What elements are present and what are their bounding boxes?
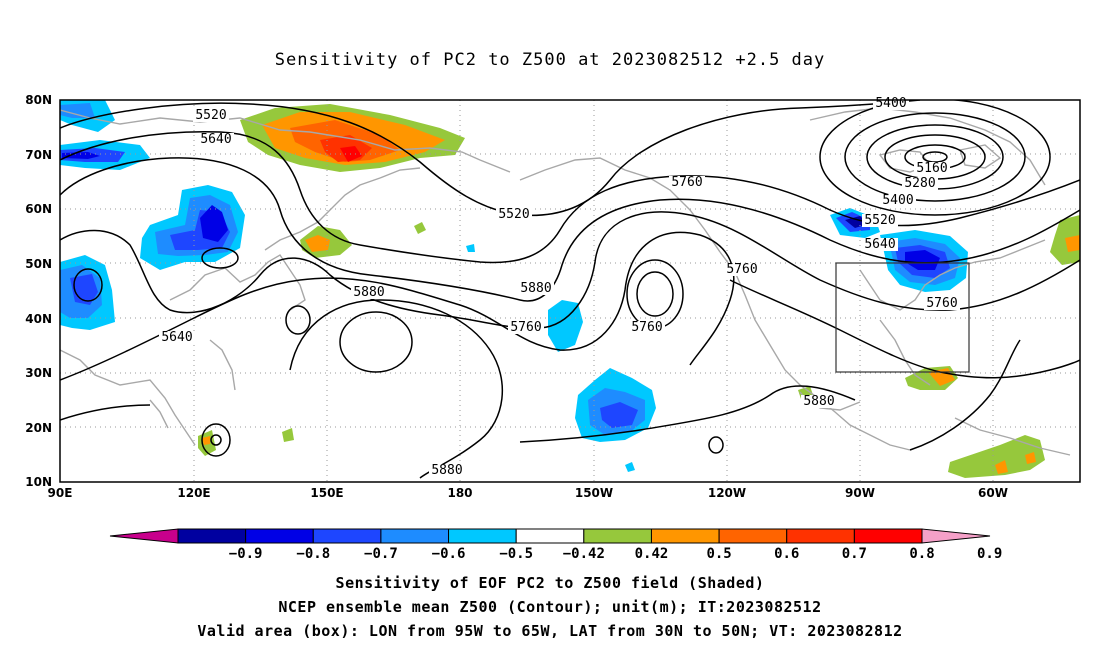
caption-valid-area: Valid area (box): LON from 95W to 65W, L… — [197, 622, 903, 640]
map-title: Sensitivity of PC2 to Z500 at 2023082512… — [274, 50, 826, 70]
lon-label: 150E — [310, 486, 343, 500]
contour-label: 5760 — [671, 175, 702, 190]
lat-label: 80N — [25, 93, 52, 107]
contour-label: 5880 — [431, 463, 462, 478]
contour-label: 5640 — [161, 330, 192, 345]
lon-label: 90W — [845, 486, 875, 500]
lon-label: 90E — [48, 486, 73, 500]
colorbar-low-triangle — [109, 528, 179, 544]
map-frame — [59, 99, 1081, 483]
colorbar: −0.9 −0.8 −0.7 −0.6 −0.5 −0.42 0.42 0.5 0.6 0.7 0.… — [109, 528, 1002, 562]
contour-label: 5760 — [926, 296, 957, 311]
lon-label: 180 — [447, 486, 472, 500]
contour-label: 5520 — [195, 108, 226, 123]
colorbar-label: −0.42 — [563, 546, 605, 562]
caption-shaded: Sensitivity of EOF PC2 to Z500 field (Sh… — [335, 574, 765, 592]
colorbar-label: 0.5 — [706, 546, 731, 562]
colorbar-label: −0.8 — [296, 546, 330, 562]
colorbar-box — [448, 528, 517, 544]
longitude-labels: 90E 120E 150E 180 150W 120W 90W 60W — [48, 486, 1008, 500]
lat-label: 40N — [25, 312, 52, 326]
contour-label: 5280 — [904, 176, 935, 191]
lon-label: 120W — [708, 486, 746, 500]
contour-label: 5520 — [498, 207, 529, 222]
colorbar-label: 0.9 — [977, 546, 1002, 562]
contour-label: 5760 — [510, 320, 541, 335]
shaded-sensitivity — [60, 100, 1080, 478]
grid — [60, 100, 1080, 482]
contour-label: 5760 — [726, 262, 757, 277]
valid-area-box — [835, 262, 970, 373]
contour-label: 5880 — [353, 285, 384, 300]
colorbar-label: 0.8 — [909, 546, 934, 562]
lat-label: 70N — [25, 148, 52, 162]
lon-label: 150W — [575, 486, 613, 500]
colorbar-high-triangle — [921, 528, 991, 544]
contour-label: 5880 — [803, 394, 834, 409]
colorbar-box — [853, 528, 923, 544]
lat-label: 30N — [25, 366, 52, 380]
lat-label: 50N — [25, 257, 52, 271]
contour-label: 5520 — [864, 213, 895, 228]
lat-label: 60N — [25, 202, 52, 216]
colorbar-box — [380, 528, 450, 544]
contour-label: 5160 — [916, 161, 947, 176]
lat-label: 10N — [25, 475, 52, 489]
contour-label: 5760 — [631, 320, 662, 335]
lat-label: 20N — [25, 421, 52, 435]
colorbar-box — [583, 528, 652, 544]
colorbar-box — [718, 528, 788, 544]
colorbar-box — [786, 528, 855, 544]
latitude-labels: 80N 70N 60N 50N 40N 30N 20N 10N — [25, 93, 52, 489]
colorbar-label: −0.9 — [229, 546, 263, 562]
colorbar-box — [177, 528, 247, 544]
caption-contour: NCEP ensemble mean Z500 (Contour); unit(… — [278, 598, 822, 616]
contour-label: 5880 — [520, 281, 551, 296]
colorbar-label: −0.6 — [432, 546, 466, 562]
colorbar-box — [650, 528, 720, 544]
colorbar-label: −0.7 — [364, 546, 398, 562]
contour-label: 5400 — [875, 96, 906, 111]
colorbar-label: 0.7 — [842, 546, 867, 562]
colorbar-box — [312, 528, 382, 544]
colorbar-label: 0.42 — [635, 546, 669, 562]
colorbar-box — [515, 528, 585, 544]
lon-label: 60W — [978, 486, 1008, 500]
contour-label: 5640 — [864, 237, 895, 252]
lon-label: 120E — [177, 486, 210, 500]
colorbar-label: −0.5 — [499, 546, 533, 562]
colorbar-label: 0.6 — [774, 546, 799, 562]
contour-label: 5640 — [200, 132, 231, 147]
colorbar-box — [245, 528, 314, 544]
contour-label: 5400 — [882, 193, 913, 208]
